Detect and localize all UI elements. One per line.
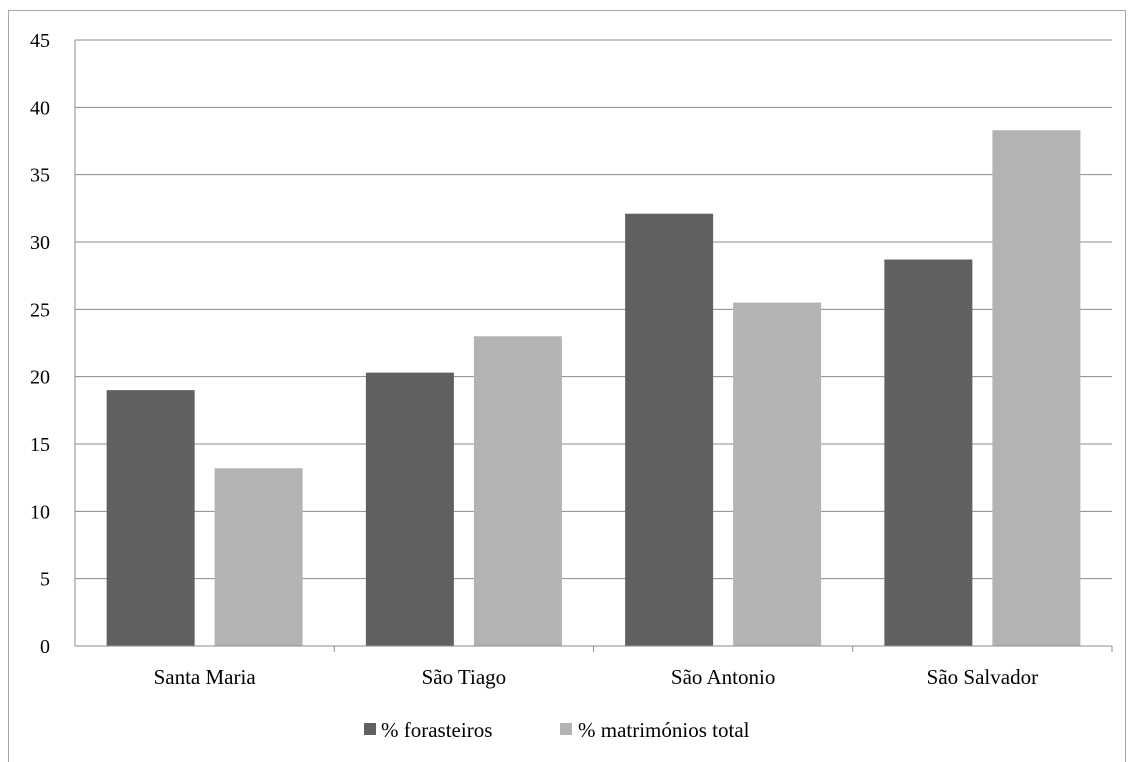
y-tick-label: 40 — [30, 97, 50, 119]
y-tick-label: 35 — [30, 165, 50, 187]
y-tick-label: 10 — [30, 501, 50, 523]
y-tick-label: 0 — [40, 636, 50, 658]
x-tick-label: Santa Maria — [154, 665, 257, 689]
bar — [106, 390, 195, 646]
y-tick-label: 30 — [30, 232, 50, 254]
y-tick-label: 15 — [30, 434, 50, 456]
x-tick-label: São Salvador — [927, 665, 1038, 689]
legend-swatch — [364, 723, 376, 735]
bar — [625, 213, 714, 646]
bar — [733, 302, 822, 646]
y-axis-ticks: 0 5 10 15 20 25 30 35 40 45 — [30, 30, 50, 658]
legend: % forasteiros % matrimónios total — [364, 718, 750, 742]
bar — [214, 468, 303, 646]
legend-label: % forasteiros — [381, 718, 492, 742]
y-tick-label: 20 — [30, 367, 50, 389]
x-axis-ticks: Santa Maria São Tiago São Antonio São Salva… — [154, 665, 1038, 689]
x-tick-label: São Tiago — [422, 665, 507, 689]
x-tick-label: São Antonio — [671, 665, 775, 689]
legend-label: % matrimónios total — [578, 718, 750, 742]
y-tick-label: 5 — [40, 569, 50, 591]
y-tick-label: 45 — [30, 30, 50, 52]
bar — [992, 130, 1081, 646]
bar — [473, 336, 562, 646]
bar — [884, 259, 973, 646]
legend-swatch — [560, 723, 572, 735]
x-axis — [74, 40, 1113, 652]
bar — [365, 372, 454, 646]
y-tick-label: 25 — [30, 299, 50, 321]
bars — [106, 130, 1081, 646]
